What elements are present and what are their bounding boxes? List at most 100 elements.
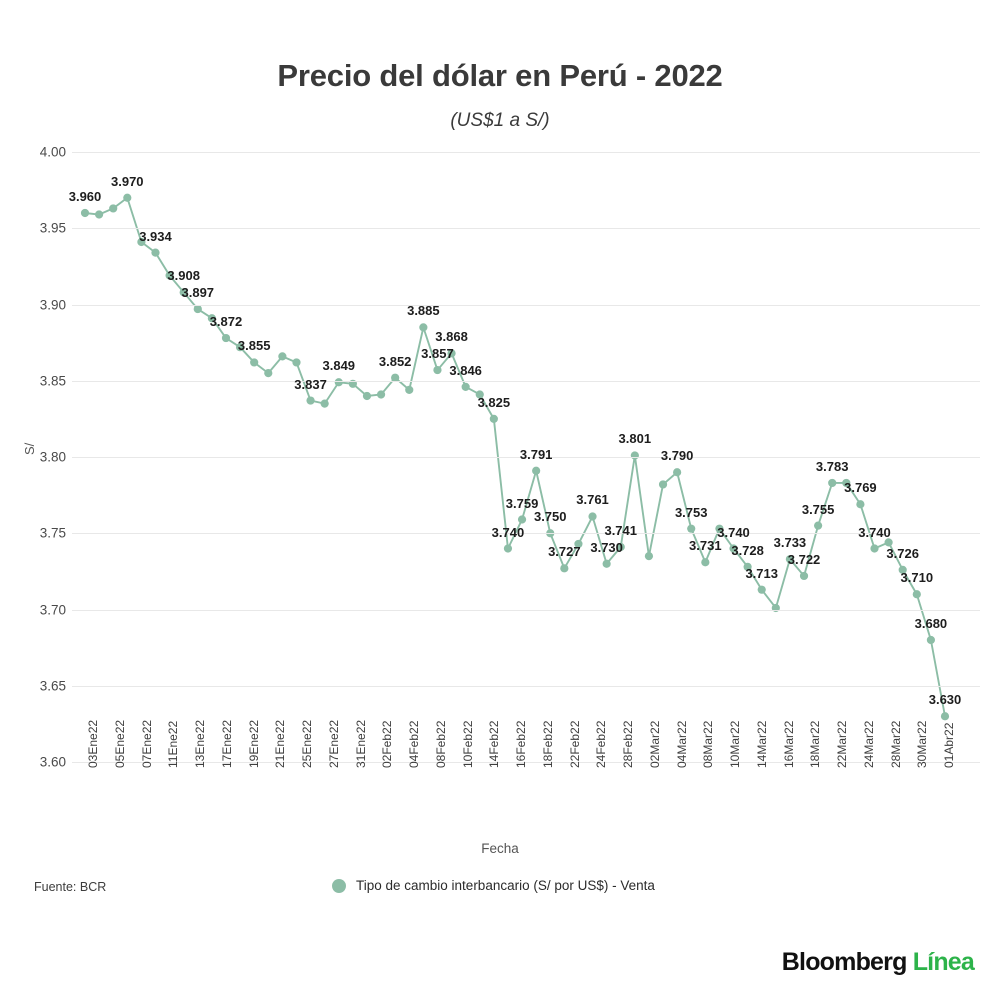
data-point-marker[interactable]	[588, 512, 597, 521]
data-point-marker[interactable]	[814, 521, 823, 530]
brand-name: Bloomberg	[781, 948, 908, 976]
data-point-marker[interactable]	[250, 358, 259, 367]
data-point-marker[interactable]	[334, 378, 343, 387]
data-point-marker[interactable]	[461, 382, 470, 391]
data-point-marker[interactable]	[151, 248, 160, 257]
x-tick-label: 21Ene22	[273, 719, 288, 768]
data-point-marker[interactable]	[475, 390, 484, 399]
data-point-marker[interactable]	[898, 565, 907, 574]
data-point-label: 3.630	[928, 692, 962, 708]
data-point-marker[interactable]	[856, 500, 865, 509]
data-point-label: 3.908	[167, 268, 200, 284]
page-title: Precio del dólar en Perú - 2022	[277, 58, 723, 93]
data-point-marker[interactable]	[602, 559, 611, 568]
data-point-marker[interactable]	[320, 399, 329, 408]
x-tick-label: 05Ene22	[112, 719, 127, 768]
x-tick-label: 30Mar22	[915, 720, 930, 768]
y-tick-label: 3.90	[39, 297, 66, 312]
data-point-marker[interactable]	[221, 333, 231, 343]
data-point-marker[interactable]	[433, 365, 442, 375]
data-point-label: 3.713	[745, 565, 778, 581]
data-point-marker[interactable]	[207, 314, 216, 323]
data-point-marker[interactable]	[715, 524, 724, 533]
data-point-marker[interactable]	[348, 379, 357, 388]
data-point-label: 3.960	[68, 189, 102, 204]
data-point-label: 3.852	[378, 353, 412, 369]
x-tick-label: 24Mar22	[861, 720, 876, 768]
x-tick-label: 22Feb22	[567, 720, 582, 768]
data-point-marker[interactable]	[785, 555, 795, 564]
data-point-marker[interactable]	[926, 635, 936, 645]
data-point-marker[interactable]	[193, 304, 202, 314]
data-point-marker[interactable]	[884, 538, 893, 547]
data-point-label: 3.740	[858, 524, 891, 540]
data-point-marker[interactable]	[405, 385, 414, 394]
data-point-marker[interactable]	[278, 352, 287, 361]
data-point-marker[interactable]	[673, 468, 682, 477]
data-point-marker[interactable]	[701, 558, 710, 567]
data-point-marker[interactable]	[828, 478, 837, 488]
data-point-marker[interactable]	[362, 391, 372, 401]
data-point-marker[interactable]	[644, 552, 654, 561]
data-point-marker[interactable]	[376, 390, 386, 399]
y-tick-label: 3.65	[39, 678, 66, 694]
x-tick-label: 11Ene22	[166, 720, 181, 768]
data-point-label: 3.857	[421, 346, 454, 362]
data-point-marker[interactable]	[165, 271, 174, 280]
data-point-label: 3.846	[449, 362, 482, 378]
x-tick-label: 17Ene22	[219, 719, 234, 768]
data-point-marker[interactable]	[630, 451, 639, 460]
data-point-marker[interactable]	[658, 480, 668, 489]
x-axis-title: Fecha	[481, 841, 519, 856]
data-point-marker[interactable]	[743, 562, 752, 571]
data-point-marker[interactable]	[687, 524, 696, 533]
grid-line	[72, 304, 980, 306]
grid-line	[72, 685, 980, 687]
data-point-label: 3.755	[801, 501, 835, 517]
y-tick-label: 3.60	[39, 754, 66, 770]
data-point-marker[interactable]	[292, 358, 301, 367]
data-point-marker[interactable]	[489, 414, 498, 423]
data-point-marker[interactable]	[391, 373, 400, 382]
x-tick-label: 28Feb22	[621, 720, 635, 768]
data-point-label: 3.970	[111, 173, 144, 189]
data-point-marker[interactable]	[940, 712, 950, 721]
data-point-marker[interactable]	[574, 539, 583, 549]
data-point-marker[interactable]	[517, 515, 527, 524]
chart-subtitle: (US$1 a S/)	[450, 110, 550, 131]
data-point-marker[interactable]	[870, 544, 879, 553]
data-point-marker[interactable]	[842, 478, 851, 488]
data-point-marker[interactable]	[419, 323, 428, 332]
data-point-marker[interactable]	[306, 396, 315, 405]
x-tick-label: 10Mar22	[728, 720, 742, 768]
data-point-marker[interactable]	[80, 208, 90, 218]
data-point-marker[interactable]	[912, 590, 921, 599]
data-point-label: 3.849	[322, 358, 356, 374]
y-tick-label: 3.80	[39, 449, 66, 465]
data-point-marker[interactable]	[235, 343, 245, 352]
data-point-marker[interactable]	[757, 585, 766, 594]
x-tick-label: 07Ene22	[139, 719, 154, 768]
x-tick-label: 25Ene22	[300, 719, 314, 768]
data-point-label: 3.722	[787, 551, 821, 567]
grid-line	[72, 380, 980, 382]
x-tick-label: 28Mar22	[888, 720, 903, 768]
data-point-marker[interactable]	[560, 564, 569, 573]
data-point-marker[interactable]	[503, 544, 513, 553]
data-point-marker[interactable]	[729, 544, 738, 553]
data-point-marker[interactable]	[799, 571, 809, 581]
data-point-marker[interactable]	[123, 193, 132, 202]
data-point-marker[interactable]	[137, 237, 146, 247]
data-point-marker[interactable]	[264, 369, 273, 378]
data-point-marker[interactable]	[532, 466, 541, 475]
data-point-marker[interactable]	[95, 210, 104, 219]
data-point-marker[interactable]	[447, 349, 456, 358]
data-point-marker[interactable]	[616, 542, 625, 552]
x-tick-label: 10Feb22	[460, 720, 475, 768]
data-point-marker[interactable]	[109, 204, 118, 213]
data-point-marker[interactable]	[179, 288, 188, 297]
legend-label: Tipo de cambio interbancario (S/ por US$…	[356, 878, 655, 893]
bloomberg-linea-logo: Bloomberg Línea	[781, 948, 975, 977]
data-point-marker[interactable]	[771, 603, 780, 613]
data-point-label: 3.730	[590, 539, 623, 555]
